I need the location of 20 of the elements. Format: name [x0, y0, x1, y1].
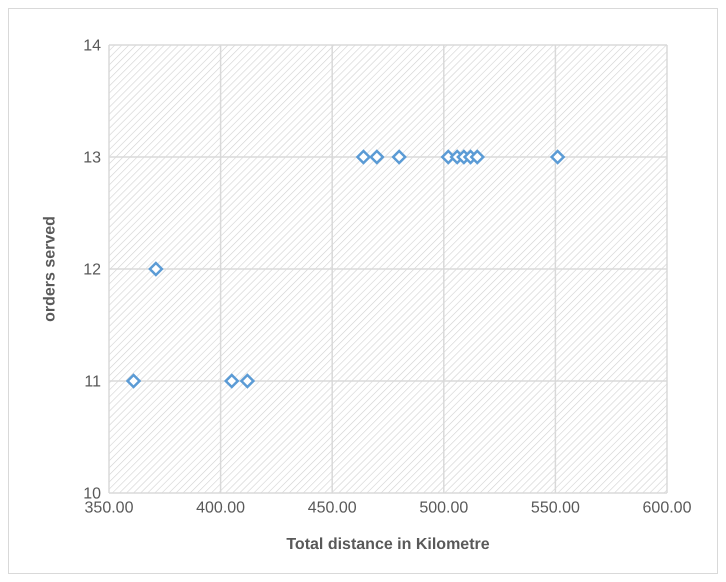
point — [370, 150, 384, 164]
point — [240, 374, 255, 388]
x-tick-label: 500.00 — [419, 499, 468, 516]
y-tick-label: 14 — [83, 38, 102, 55]
point — [470, 150, 485, 164]
y-tick-label: 11 — [84, 374, 102, 391]
x-tick-label: 550.00 — [530, 499, 580, 516]
y-axis-title: orders served — [42, 216, 59, 322]
point — [392, 150, 406, 164]
y-tick-label: 13 — [83, 150, 102, 167]
point — [224, 374, 240, 388]
x-tick-label: 400.00 — [196, 499, 246, 516]
x-axis-title: Total distance in Kilometre — [286, 536, 490, 553]
point — [356, 150, 371, 164]
point — [148, 262, 164, 276]
point — [550, 150, 565, 164]
x-tick-label: 600.00 — [642, 499, 692, 516]
y-tick-label: 12 — [83, 262, 102, 279]
x-tick-label: 450.00 — [308, 499, 357, 516]
point — [126, 374, 141, 388]
